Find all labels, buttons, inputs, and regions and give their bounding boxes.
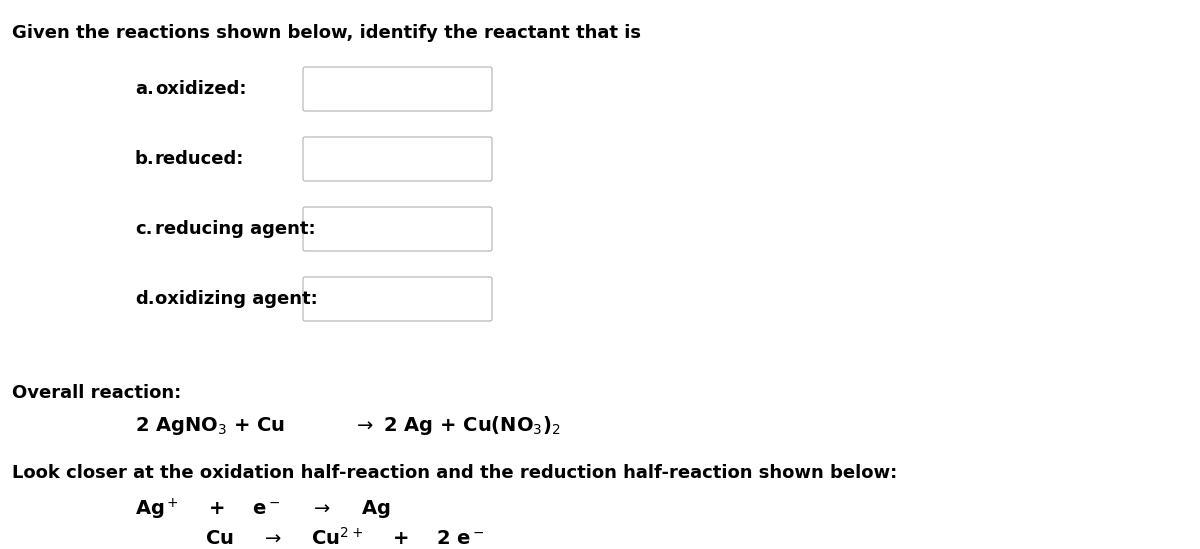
FancyBboxPatch shape [302, 207, 492, 251]
Text: Overall reaction:: Overall reaction: [12, 384, 181, 402]
Text: 2 AgNO$_3$ + Cu          $\rightarrow$ 2 Ag + Cu(NO$_3$)$_2$: 2 AgNO$_3$ + Cu $\rightarrow$ 2 Ag + Cu(… [134, 414, 560, 437]
Text: reducing agent:: reducing agent: [155, 220, 316, 238]
Text: oxidized:: oxidized: [155, 80, 246, 98]
Text: reduced:: reduced: [155, 150, 245, 168]
FancyBboxPatch shape [302, 67, 492, 111]
Text: Ag$^+$    +    e$^-$    $\rightarrow$    Ag: Ag$^+$ + e$^-$ $\rightarrow$ Ag [134, 497, 390, 522]
FancyBboxPatch shape [302, 137, 492, 181]
Text: Cu    $\rightarrow$    Cu$^{2+}$    +    2 e$^-$: Cu $\rightarrow$ Cu$^{2+}$ + 2 e$^-$ [205, 527, 485, 549]
Text: Given the reactions shown below, identify the reactant that is: Given the reactions shown below, identif… [12, 24, 641, 42]
Text: b.: b. [134, 150, 155, 168]
Text: c.: c. [134, 220, 152, 238]
FancyBboxPatch shape [302, 277, 492, 321]
Text: Look closer at the oxidation half-reaction and the reduction half-reaction shown: Look closer at the oxidation half-reacti… [12, 464, 898, 482]
Text: a.: a. [134, 80, 154, 98]
Text: oxidizing agent:: oxidizing agent: [155, 290, 318, 308]
Text: d.: d. [134, 290, 155, 308]
